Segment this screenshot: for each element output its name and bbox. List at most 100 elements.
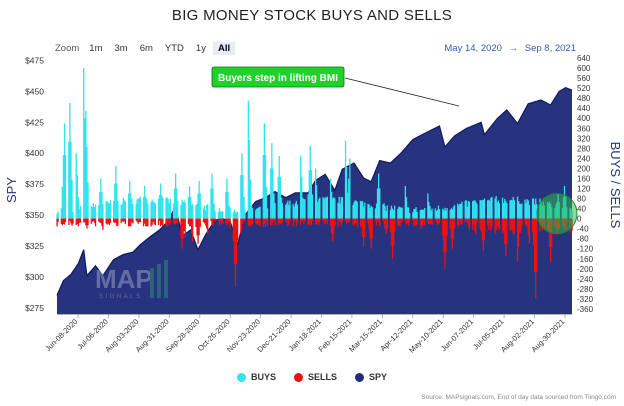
range-to[interactable]: Sep 8, 2021 — [524, 43, 576, 54]
range-from[interactable]: May 14, 2020 — [444, 43, 502, 54]
sells-bar — [329, 218, 332, 227]
buys-bar — [524, 199, 526, 219]
sells-bar — [355, 218, 357, 223]
sells-bar — [323, 218, 325, 224]
buys-bar — [319, 197, 321, 219]
sells-bar — [190, 218, 192, 227]
buys-bar — [505, 201, 507, 219]
buys-bar — [101, 191, 103, 219]
sells-bar — [106, 218, 108, 225]
buys-bar — [278, 155, 280, 219]
buys-bar — [352, 204, 354, 219]
buys-bar — [449, 209, 451, 219]
sells-bar — [509, 218, 511, 231]
left-axis-title: SPY — [4, 177, 19, 203]
sells-bar — [107, 218, 109, 224]
buys-bar — [279, 176, 281, 219]
buys-bar — [385, 210, 387, 219]
buys-bar — [229, 207, 231, 219]
buys-bar — [468, 201, 471, 219]
buys-bar — [415, 207, 417, 219]
sells-bar — [183, 218, 185, 232]
zoom-ytd-button[interactable]: YTD — [164, 42, 184, 54]
buys-bar — [105, 201, 107, 219]
sells-bar — [474, 218, 476, 232]
buys-bar — [474, 200, 476, 219]
buys-bar — [383, 203, 385, 219]
buys-bar — [513, 200, 515, 219]
buys-bar — [518, 201, 520, 219]
legend-item-sells[interactable]: SELLS — [293, 372, 337, 382]
legend-item-buys[interactable]: BUYS — [236, 372, 276, 382]
right-axis-title: BUYS / SELLS — [608, 142, 623, 229]
buys-bar — [145, 196, 147, 219]
zoom-1m-button[interactable]: 1m — [89, 42, 103, 54]
buys-bar — [241, 153, 243, 219]
sells-bar — [256, 218, 258, 224]
sells-bar — [338, 218, 340, 221]
buys-bar — [64, 155, 67, 219]
buys-bar — [152, 201, 154, 219]
zoom-3m-button[interactable]: 3m — [114, 42, 128, 54]
sells-bar — [176, 218, 178, 223]
sells-bar — [206, 218, 208, 229]
sells-bar — [288, 218, 290, 225]
sells-bar — [434, 218, 436, 222]
sells-bar — [98, 218, 100, 222]
sells-bar — [315, 218, 317, 225]
buys-bar — [191, 205, 193, 219]
buys-bar — [353, 202, 355, 219]
buys-bar — [176, 188, 178, 219]
buys-bar — [136, 199, 138, 219]
sells-bar — [302, 218, 304, 221]
sells-bar — [122, 218, 124, 222]
buys-bar — [122, 197, 124, 219]
sells-bar — [465, 218, 467, 221]
buys-bar — [487, 200, 489, 219]
buys-bar — [218, 208, 221, 219]
sells-bar — [505, 218, 507, 257]
sells-bar — [453, 218, 456, 229]
buys-bar — [424, 208, 426, 219]
legend-item-spy[interactable]: SPY — [355, 372, 387, 382]
buys-bar — [490, 197, 492, 219]
buys-bar — [467, 200, 470, 219]
sells-bar — [524, 218, 526, 226]
buys-bar — [356, 201, 358, 219]
buys-bar — [512, 197, 514, 219]
buys-bar — [242, 175, 244, 219]
sells-bar — [319, 218, 321, 223]
watermark-bar — [157, 264, 161, 298]
sells-bar — [94, 218, 97, 227]
buys-bar — [147, 203, 149, 219]
sells-bar — [295, 218, 297, 227]
sells-bar — [296, 218, 299, 222]
buys-bar — [304, 199, 306, 219]
sells-bar — [337, 218, 339, 227]
right-tick-label: 0 — [577, 215, 582, 224]
buys-bar — [386, 205, 388, 219]
buys-bar — [142, 196, 145, 219]
sells-bar — [371, 218, 373, 239]
zoom-1y-button[interactable]: 1y — [195, 42, 206, 54]
sells-bar — [196, 218, 198, 236]
sells-bar — [249, 218, 252, 226]
sells-bar — [116, 218, 118, 227]
zoom-all-button[interactable]: All — [212, 41, 236, 55]
sells-bar — [369, 218, 371, 239]
buys-bar — [332, 198, 334, 219]
sells-bar — [187, 218, 190, 225]
zoom-6m-button[interactable]: 6m — [139, 42, 153, 54]
sells-bar — [279, 218, 281, 225]
right-tick-label: 520 — [577, 84, 591, 93]
sells-bar — [399, 218, 401, 227]
sells-bar — [444, 218, 446, 269]
buys-bar — [503, 203, 505, 219]
buys-bar — [128, 193, 130, 219]
sells-bar — [144, 218, 146, 224]
sells-bar — [326, 218, 328, 224]
sells-bar — [435, 218, 437, 222]
buys-bar — [225, 191, 227, 219]
sells-bar — [287, 218, 289, 226]
